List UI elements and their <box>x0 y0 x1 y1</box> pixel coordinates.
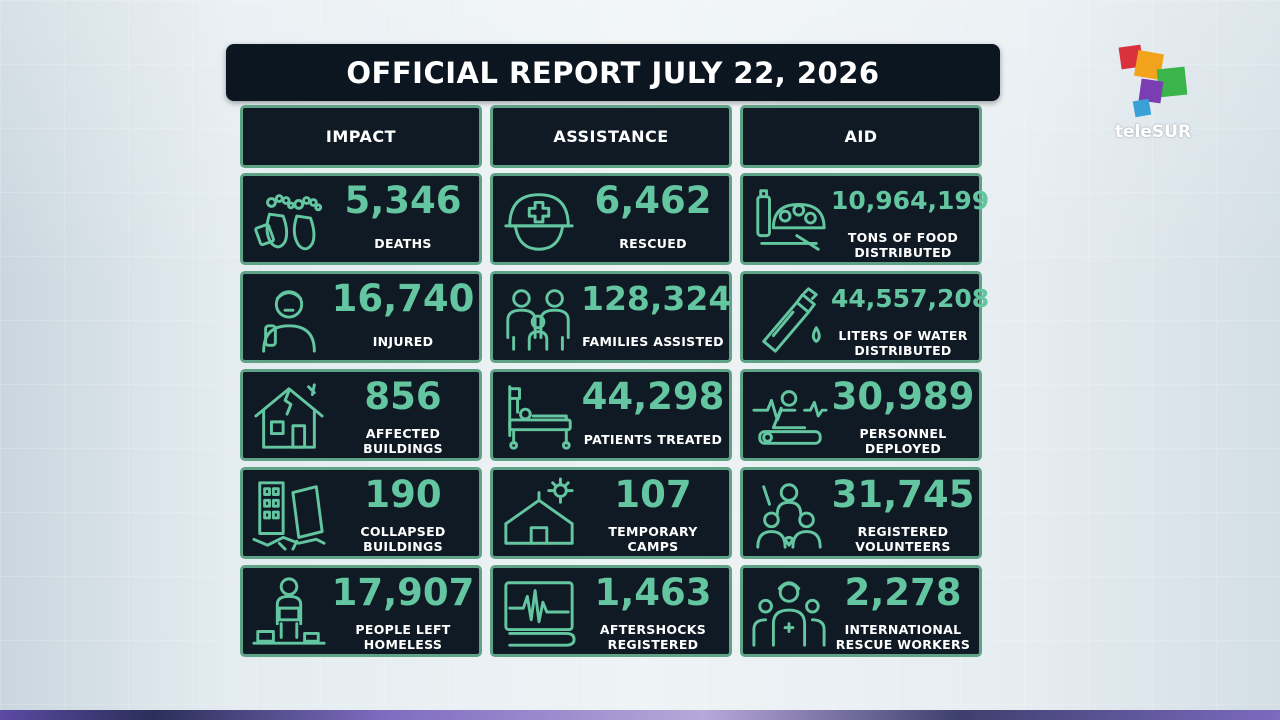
homeless-person-icon <box>247 572 331 652</box>
damaged-house-icon <box>247 376 331 456</box>
stat-value: 190 <box>364 473 442 516</box>
stat-card-aftershocks: 1,463 AFTERSHOCKS REGISTERED <box>490 565 732 657</box>
water-bottle-icon <box>747 278 831 358</box>
stat-label: DEATHS <box>374 236 432 251</box>
stat-label: AFFECTED BUILDINGS <box>363 426 443 456</box>
stat-card-volunteers: 31,745 REGISTERED VOLUNTEERS <box>740 467 982 559</box>
food-icon <box>747 180 831 260</box>
rescue-workers-icon <box>747 572 831 652</box>
stat-value: 107 <box>614 473 692 516</box>
stat-label: LITERS OF WATER DISTRIBUTED <box>838 328 968 358</box>
collapsed-building-icon <box>247 474 331 554</box>
volunteers-icon <box>747 474 831 554</box>
feet-icon <box>247 180 331 260</box>
rescue-helmet-icon <box>497 180 581 260</box>
stat-label: PERSONNEL DEPLOYED <box>859 426 947 456</box>
bottom-color-strip <box>0 710 1280 720</box>
stat-label: AFTERSHOCKS REGISTERED <box>599 622 707 652</box>
telesur-logo-text: teleSUR <box>1114 122 1192 142</box>
telesur-logo <box>1112 40 1202 144</box>
stat-card-families: 128,324 FAMILIES ASSISTED <box>490 271 732 363</box>
stat-label: COLLAPSED BUILDINGS <box>360 524 446 554</box>
stat-value: 2,278 <box>844 571 962 614</box>
stat-card-collapsed-buildings: 190 COLLAPSED BUILDINGS <box>240 467 482 559</box>
stat-label: PATIENTS TREATED <box>583 432 723 447</box>
stat-card-international-workers: 2,278 INTERNATIONAL RESCUE WORKERS <box>740 565 982 657</box>
stat-label: TONS OF FOOD DISTRIBUTED <box>847 230 959 260</box>
stat-card-food: 10,964,199 TONS OF FOOD DISTRIBUTED <box>740 173 990 265</box>
stat-label: INJURED <box>372 334 434 349</box>
stat-card-affected-buildings: 856 AFFECTED BUILDINGS <box>240 369 482 461</box>
tent-icon <box>497 474 581 554</box>
stat-value: 16,740 <box>331 277 475 320</box>
stat-label: TEMPORARY CAMPS <box>608 524 698 554</box>
column-header-impact: IMPACT <box>240 105 482 168</box>
stat-card-deaths: 5,346 DEATHS <box>240 173 482 265</box>
stat-value: 5,346 <box>344 179 462 222</box>
stat-card-injured: 16,740 INJURED <box>240 271 482 363</box>
stat-card-camps: 107 TEMPORARY CAMPS <box>490 467 732 559</box>
column-header-assistance: ASSISTANCE <box>490 105 732 168</box>
stat-card-personnel: 30,989 PERSONNEL DEPLOYED <box>740 369 982 461</box>
stat-label: INTERNATIONAL RESCUE WORKERS <box>835 622 971 652</box>
hospital-bed-icon <box>497 376 581 456</box>
stat-value: 44,298 <box>581 375 725 418</box>
family-icon <box>497 278 581 358</box>
stat-value: 10,964,199 <box>831 186 990 215</box>
report-title: OFFICIAL REPORT JULY 22, 2026 <box>226 44 1000 101</box>
stat-label: RESCUED <box>619 236 687 251</box>
stat-value: 30,989 <box>831 375 975 418</box>
stat-value: 1,463 <box>594 571 712 614</box>
stat-card-water: 44,557,208 LITERS OF WATER DISTRIBUTED <box>740 271 990 363</box>
stat-value: 44,557,208 <box>831 284 990 313</box>
stat-value: 17,907 <box>331 571 475 614</box>
stat-label: PEOPLE LEFT HOMELESS <box>355 622 451 652</box>
cpr-personnel-icon <box>747 376 831 456</box>
stat-value: 128,324 <box>581 279 732 318</box>
stat-label: FAMILIES ASSISTED <box>582 334 724 349</box>
stat-value: 856 <box>364 375 442 418</box>
stat-label: REGISTERED VOLUNTEERS <box>855 524 951 554</box>
injured-person-icon <box>247 278 331 358</box>
stat-value: 31,745 <box>831 473 975 516</box>
stat-value: 6,462 <box>594 179 712 222</box>
stat-card-patients: 44,298 PATIENTS TREATED <box>490 369 732 461</box>
column-header-aid: AID <box>740 105 982 168</box>
stat-card-rescued: 6,462 RESCUED <box>490 173 732 265</box>
stat-card-homeless: 17,907 PEOPLE LEFT HOMELESS <box>240 565 482 657</box>
seismograph-icon <box>497 572 581 652</box>
